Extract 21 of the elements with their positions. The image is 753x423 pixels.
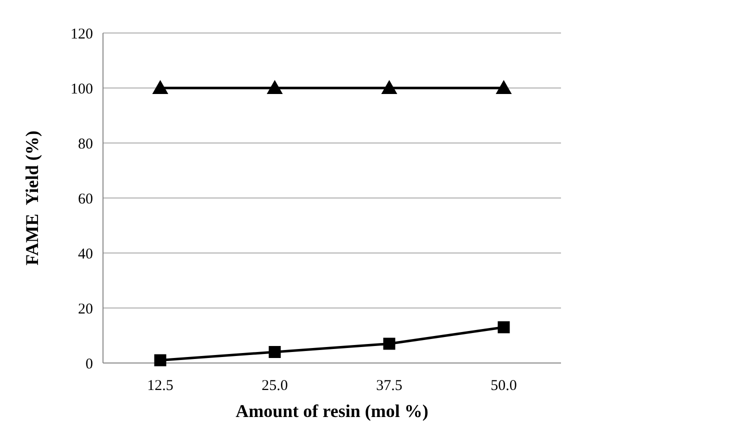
point xyxy=(383,338,396,350)
point xyxy=(154,354,166,366)
y-tick-label: 60 xyxy=(78,191,93,208)
y-axis-title: FAME Yield (%) xyxy=(22,130,42,266)
x-axis-title: Amount of resin (mol %) xyxy=(236,401,428,421)
y-tick-label: 120 xyxy=(70,26,93,42)
y-tick-label: 80 xyxy=(78,136,93,152)
point xyxy=(266,80,283,94)
y-tick-label: 100 xyxy=(70,81,93,98)
y-tick-label: 0 xyxy=(86,356,93,372)
point xyxy=(268,346,281,358)
point xyxy=(496,80,512,94)
point xyxy=(152,80,168,94)
y-tick-label: 40 xyxy=(78,246,93,262)
y-tick-label: 20 xyxy=(78,301,93,318)
x-tick-label: 37.5 xyxy=(376,378,402,394)
point xyxy=(381,80,398,94)
x-tick-label: 50.0 xyxy=(490,378,517,394)
point xyxy=(498,321,510,334)
x-tick-label: 12.5 xyxy=(147,378,174,394)
x-tick-label: 25.0 xyxy=(262,378,288,394)
